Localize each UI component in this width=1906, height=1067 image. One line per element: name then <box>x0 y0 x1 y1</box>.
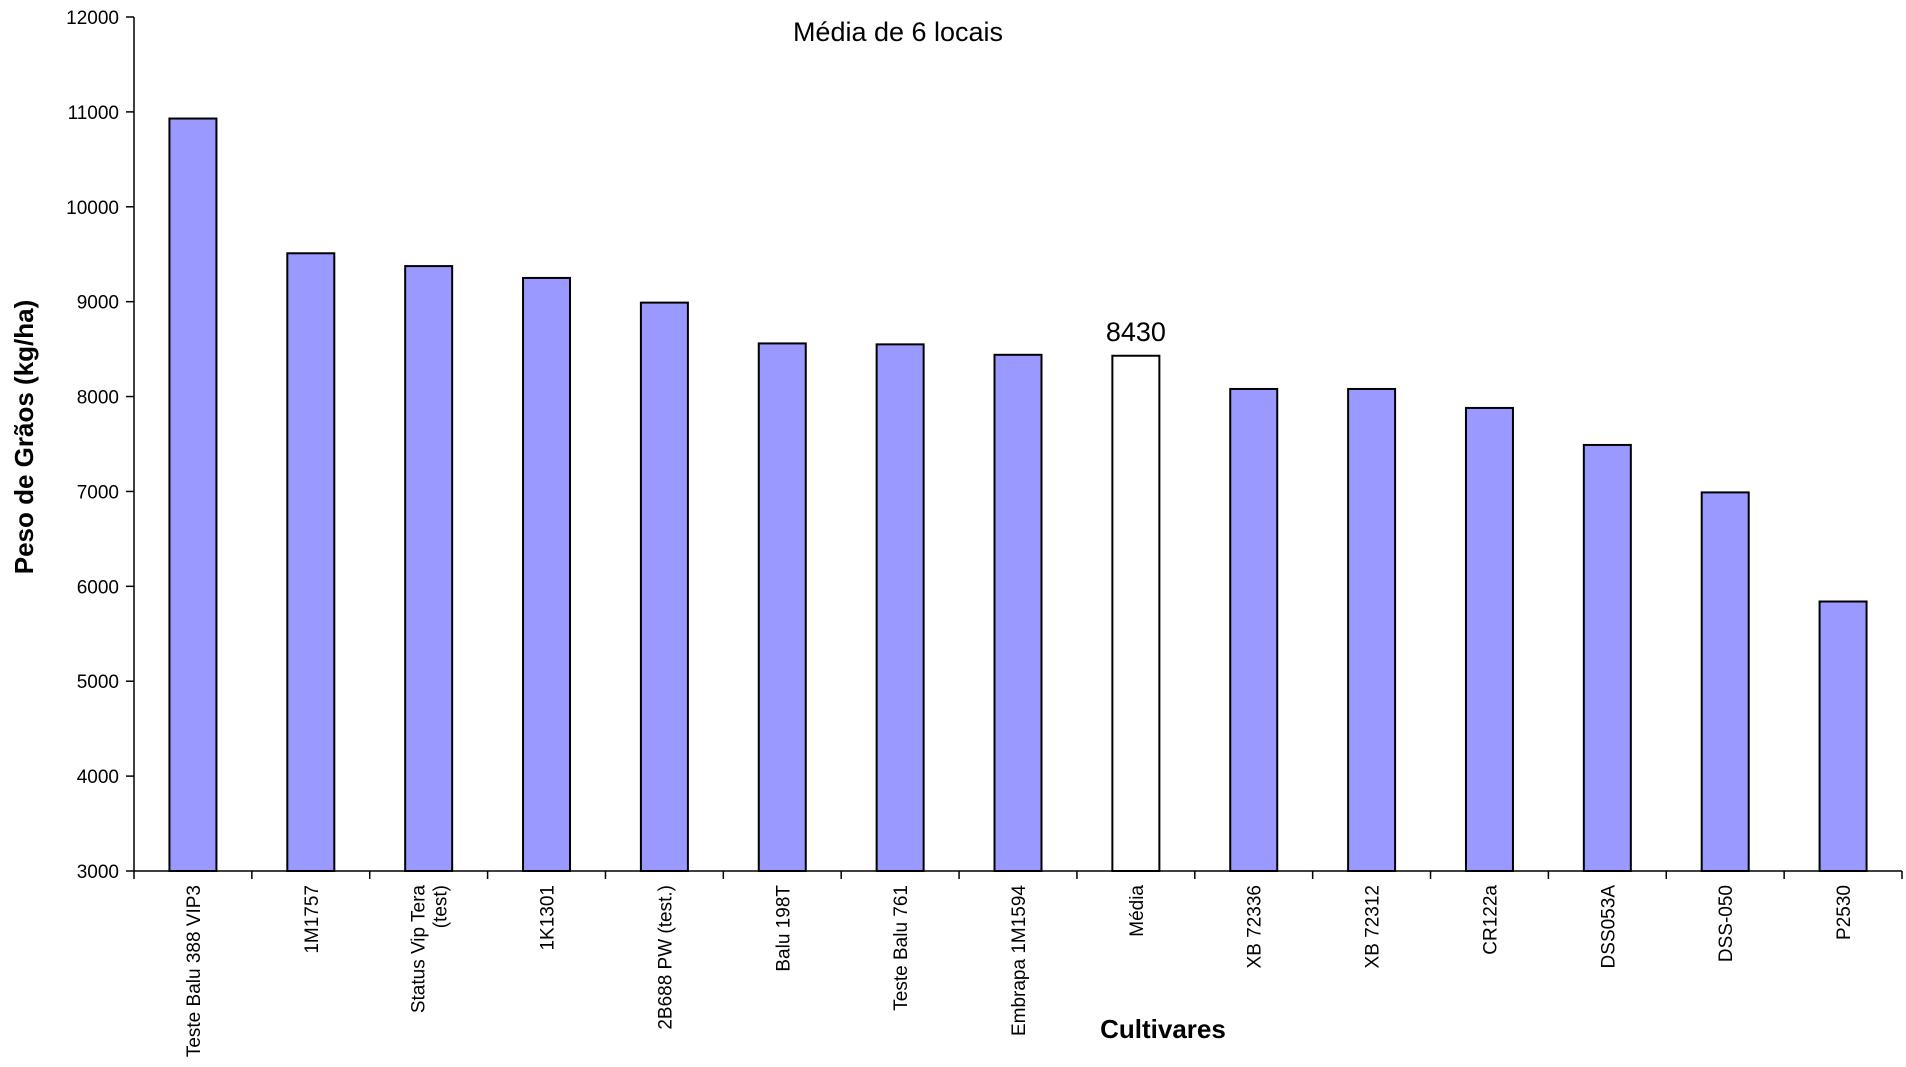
bar <box>1818 600 1868 872</box>
x-axis-title: Cultivares <box>1100 1014 1226 1044</box>
category-label: Teste Balu 388 VIP3 <box>184 885 205 1057</box>
category-label: (test) <box>431 885 452 928</box>
y-tick-label: 10000 <box>66 198 119 219</box>
bar <box>522 276 572 872</box>
category-label: Status Vip Tera <box>409 885 430 1014</box>
bar <box>993 353 1043 872</box>
y-tick-label: 4000 <box>77 767 119 788</box>
y-axis-ticks: 3000 4000 5000 6000 7000 8000 9000 10000 11000 12… <box>66 8 1903 883</box>
x-axis-labels: Teste Balu 388 VIP3 1M1757 Status Vip Tera… <box>184 885 1855 1058</box>
y-tick-label: 11000 <box>68 103 119 124</box>
category-label: Balu 198T <box>773 885 794 972</box>
category-label: Teste Balu 761 <box>891 885 912 1011</box>
category-label: 1K1301 <box>538 885 559 951</box>
category-label: CR122a <box>1480 885 1501 955</box>
axes <box>133 17 1902 872</box>
y-tick-label: 3000 <box>77 862 119 883</box>
category-label: XB 72336 <box>1245 885 1266 968</box>
category-label: 2B688 PW (test.) <box>655 885 676 1030</box>
bar <box>404 265 454 873</box>
category-label: 1M1757 <box>302 885 323 954</box>
chart-title: Média de 6 locais <box>793 17 1003 47</box>
category-label: Embrapa 1M1594 <box>1009 885 1030 1036</box>
bar <box>1111 354 1161 872</box>
category-label: XB 72312 <box>1363 885 1384 968</box>
category-label: DSS-050 <box>1716 885 1737 962</box>
category-label: P2530 <box>1834 885 1855 940</box>
category-label: DSS053A <box>1598 885 1619 969</box>
y-tick-label: 5000 <box>77 672 119 693</box>
bar <box>1582 443 1632 872</box>
bar <box>1700 491 1750 872</box>
y-tick-label: 12000 <box>66 8 119 29</box>
bar <box>168 117 218 872</box>
bar <box>639 301 689 873</box>
y-tick-label: 9000 <box>77 293 119 314</box>
y-axis-title: Peso de Grãos (kg/ha) <box>9 300 39 575</box>
bar <box>757 342 807 872</box>
y-tick-label: 6000 <box>77 577 119 598</box>
y-tick-label: 8000 <box>77 388 119 409</box>
data-labels: 8430 <box>1106 317 1166 347</box>
bars <box>168 117 1868 873</box>
bar <box>286 252 336 873</box>
bar <box>1347 387 1397 872</box>
bar <box>1464 406 1514 872</box>
y-tick-label: 7000 <box>77 482 119 503</box>
data-label: 8430 <box>1106 317 1166 347</box>
bar <box>875 343 925 873</box>
bar <box>1229 387 1279 872</box>
category-label: Média <box>1127 885 1148 937</box>
